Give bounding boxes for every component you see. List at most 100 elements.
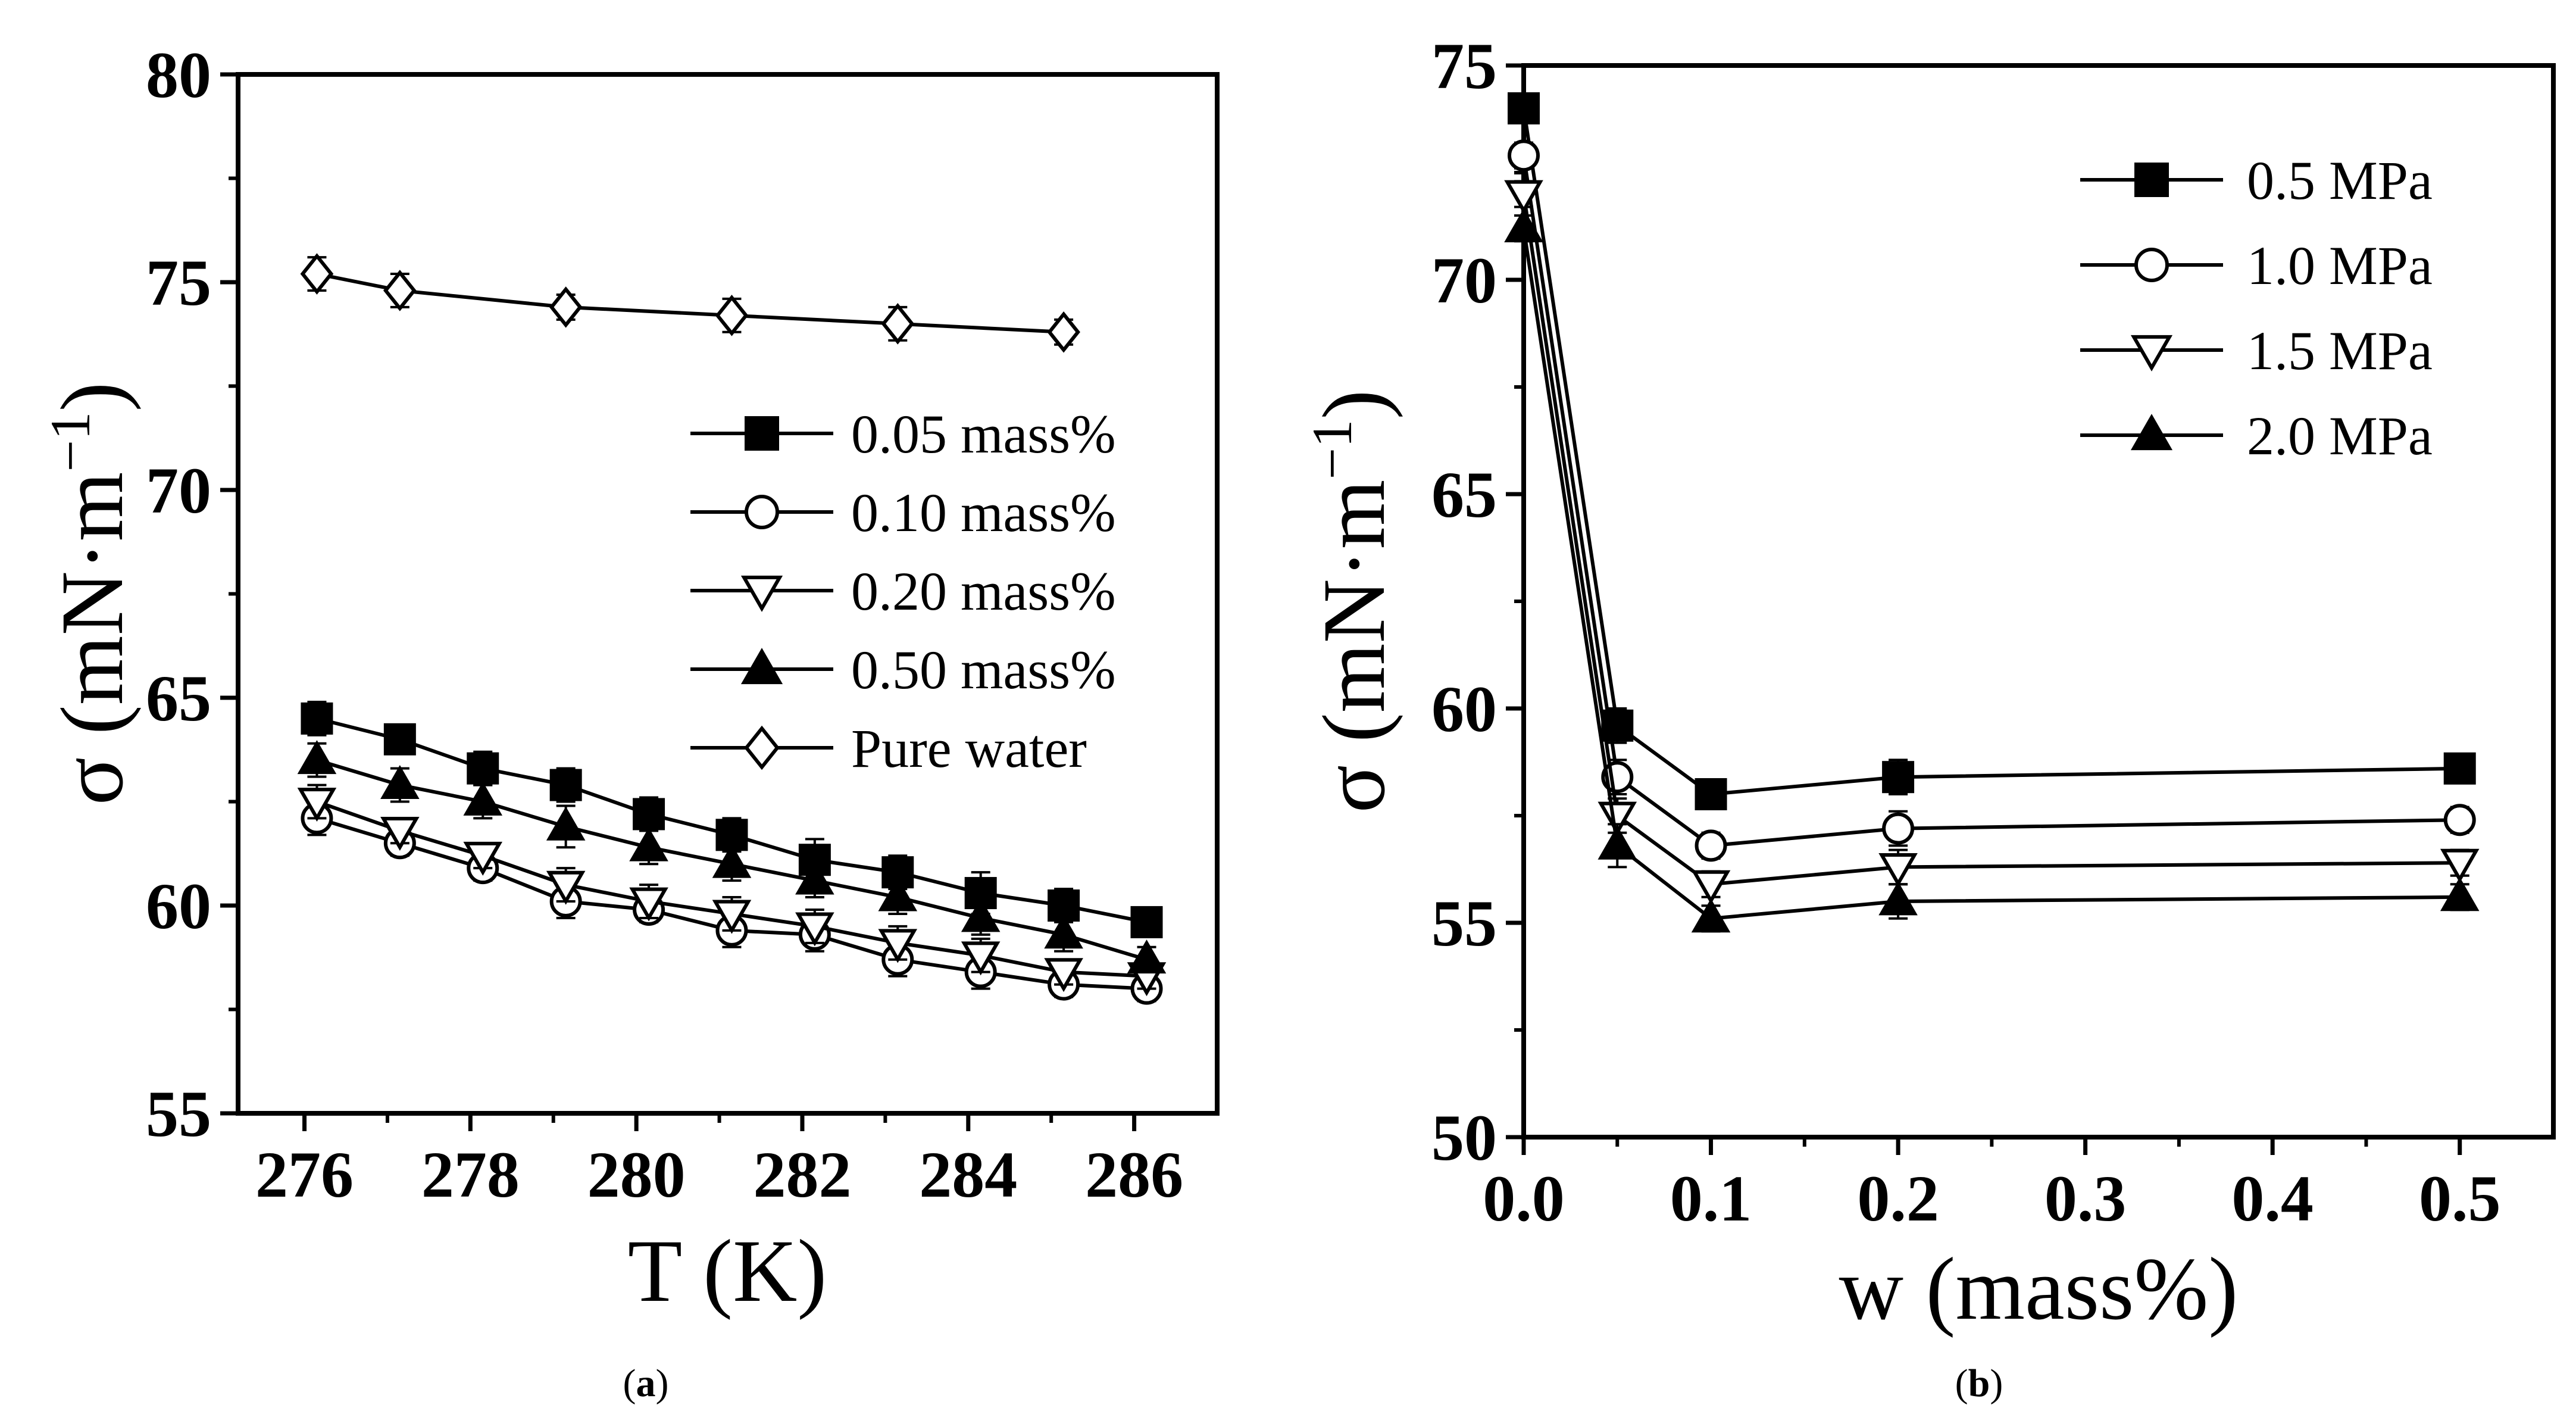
y-axis-label-a: σ (mN·m−1) [39, 382, 142, 806]
legend-label-a-pure-water: Pure water [851, 718, 1087, 779]
legend-label-b-2-0-mpa: 2.0 MPa [2247, 405, 2433, 466]
data-point-b-0-5-mpa-2 [1695, 778, 1727, 810]
data-point-a-0-50-mass-6 [795, 860, 834, 895]
legend-marker-b-2-0-mpa [2130, 414, 2173, 451]
data-point-b-2-0-mpa-1 [1598, 825, 1637, 860]
data-point-a-0-50-mass-5 [712, 844, 752, 878]
data-point-b-1-0-mpa-4 [2443, 804, 2476, 836]
x-axis-label-b: w (mass%) [1839, 1240, 2239, 1338]
x-tick-label-a-5: 286 [1085, 1138, 1183, 1211]
data-point-a-0-50-mass-8 [961, 898, 1001, 932]
data-point-a-0-50-mass-1 [380, 764, 420, 799]
data-point-a-0-05-mass-10 [1130, 906, 1163, 938]
y-tick-label-a-1: 60 [146, 870, 211, 942]
data-point-b-2-0-mpa-3 [1878, 881, 1918, 916]
y-tick-label-a-0: 55 [146, 1078, 211, 1150]
data-point-a-0-20-mass-2 [463, 841, 503, 876]
data-point-a-0-50-mass-2 [463, 781, 503, 816]
data-point-b-2-0-mpa-2 [1691, 898, 1731, 933]
data-point-a-0-20-mass-9 [1044, 958, 1083, 992]
y-axis-label-a-close: ) [43, 382, 142, 412]
data-point-b-1-0-mpa-3 [1882, 812, 1915, 845]
y-tick-label-a-5: 80 [146, 39, 211, 111]
data-point-a-0-05-mass-0 [301, 702, 333, 735]
data-point-a-pure-water-7 [881, 302, 915, 345]
chart-panel-b: 0.5 MPa 1.0 MPa 1.5 MPa 2.0 MPa 0.0 0.1 0.2 0.… [1300, 30, 2556, 1405]
caption-a: (a) [623, 1362, 669, 1405]
x-tick-label-b-1: 0.1 [1670, 1162, 1752, 1235]
x-axis-label-a: T (K) [628, 1222, 827, 1321]
y-axis-label-a-exponent: −1 [39, 411, 102, 472]
legend-label-b-1-0-mpa: 1.0 MPa [2247, 235, 2433, 296]
series-line-b-1-5-mpa [1522, 193, 2460, 886]
data-point-a-pure-water-3 [549, 286, 583, 328]
x-tick-label-a-1: 278 [421, 1138, 520, 1211]
legend-label-a-0-20-mass: 0.20 mass% [851, 561, 1116, 622]
data-point-b-0-5-mpa-0 [1508, 92, 1540, 124]
y-tick-label-a-3: 70 [146, 454, 211, 527]
x-tick-label-b-3: 0.3 [2044, 1162, 2127, 1235]
data-point-a-0-05-mass-1 [383, 723, 416, 756]
data-point-b-0-5-mpa-4 [2443, 752, 2476, 785]
legend-marker-a-0-05-mass [745, 416, 779, 451]
y-axis-label-b-exponent: −1 [1300, 419, 1364, 479]
data-point-a-pure-water-5 [715, 295, 749, 336]
data-point-b-2-0-mpa-4 [2440, 877, 2480, 911]
data-point-b-1-5-mpa-1 [1598, 801, 1637, 836]
data-point-b-1-5-mpa-4 [2440, 848, 2480, 883]
caption-a-letter: a [636, 1362, 656, 1405]
x-tick-label-a-0: 276 [255, 1138, 354, 1211]
y-axis-label-b-close: ) [1305, 390, 1403, 420]
data-point-a-0-20-mass-3 [546, 870, 586, 905]
data-point-b-2-0-mpa-0 [1504, 208, 1543, 242]
legend-label-a-0-10-mass: 0.10 mass% [851, 482, 1116, 543]
legend-marker-b-1-0-mpa [2134, 248, 2169, 282]
legend-label-a-0-50-mass: 0.50 mass% [851, 639, 1116, 700]
y-tick-label-b-4: 70 [1431, 244, 1497, 317]
data-point-a-0-50-mass-9 [1044, 914, 1083, 949]
data-point-a-pure-water-0 [300, 253, 334, 295]
caption-b: (b) [1955, 1362, 2003, 1405]
data-point-a-0-50-mass-0 [297, 740, 337, 775]
data-point-a-0-20-mass-0 [297, 788, 337, 822]
y-axis-label-b-main: σ (mN·m [1305, 480, 1403, 813]
data-point-a-0-05-mass-3 [549, 769, 582, 801]
series-line-a-pure-water [316, 272, 1064, 334]
legend-marker-a-0-10-mass [745, 495, 779, 529]
legend-label-b-1-5-mpa: 1.5 MPa [2247, 320, 2433, 381]
x-tick-label-a-2: 280 [587, 1138, 686, 1211]
data-point-b-1-5-mpa-2 [1691, 870, 1731, 904]
y-tick-label-b-3: 65 [1431, 458, 1497, 531]
x-tick-label-a-3: 282 [753, 1138, 851, 1211]
data-point-b-1-0-mpa-2 [1695, 829, 1727, 862]
data-point-a-0-20-mass-1 [380, 816, 420, 851]
x-tick-label-a-4: 284 [919, 1138, 1017, 1211]
data-point-a-0-50-mass-7 [878, 877, 918, 911]
x-tick-label-b-2: 0.2 [1857, 1162, 1939, 1235]
data-point-a-0-20-mass-6 [795, 912, 834, 947]
y-axis-label-b: σ (mN·m−1) [1300, 390, 1403, 813]
data-point-a-0-50-mass-4 [629, 827, 668, 861]
legend-marker-a-0-20-mass [740, 575, 783, 612]
y-axis-label-a-main: σ (mN·m [43, 472, 142, 806]
data-point-a-0-20-mass-5 [712, 900, 752, 934]
y-tick-label-b-5: 75 [1431, 30, 1497, 102]
x-tick-label-b-0: 0.0 [1483, 1162, 1565, 1235]
data-point-a-0-20-mass-8 [961, 941, 1001, 976]
y-tick-label-b-1: 55 [1431, 887, 1497, 960]
data-point-a-pure-water-9 [1047, 311, 1080, 353]
data-point-b-1-5-mpa-3 [1878, 853, 1918, 888]
data-point-a-0-50-mass-3 [546, 806, 586, 841]
data-point-a-pure-water-1 [383, 270, 417, 311]
data-point-a-0-05-mass-2 [467, 752, 499, 785]
y-tick-label-b-0: 50 [1431, 1101, 1497, 1174]
data-point-a-0-50-mass-10 [1127, 939, 1167, 974]
legend-marker-a-pure-water [744, 725, 780, 770]
legend-marker-b-0-5-mpa [2134, 163, 2169, 197]
legend-label-b-0-5-mpa: 0.5 MPa [2247, 150, 2433, 211]
y-tick-label-a-4: 75 [146, 246, 211, 319]
legend-marker-b-1-5-mpa [2130, 335, 2173, 372]
data-point-b-1-5-mpa-0 [1504, 180, 1543, 214]
plot-frame-b [1521, 63, 2556, 1140]
